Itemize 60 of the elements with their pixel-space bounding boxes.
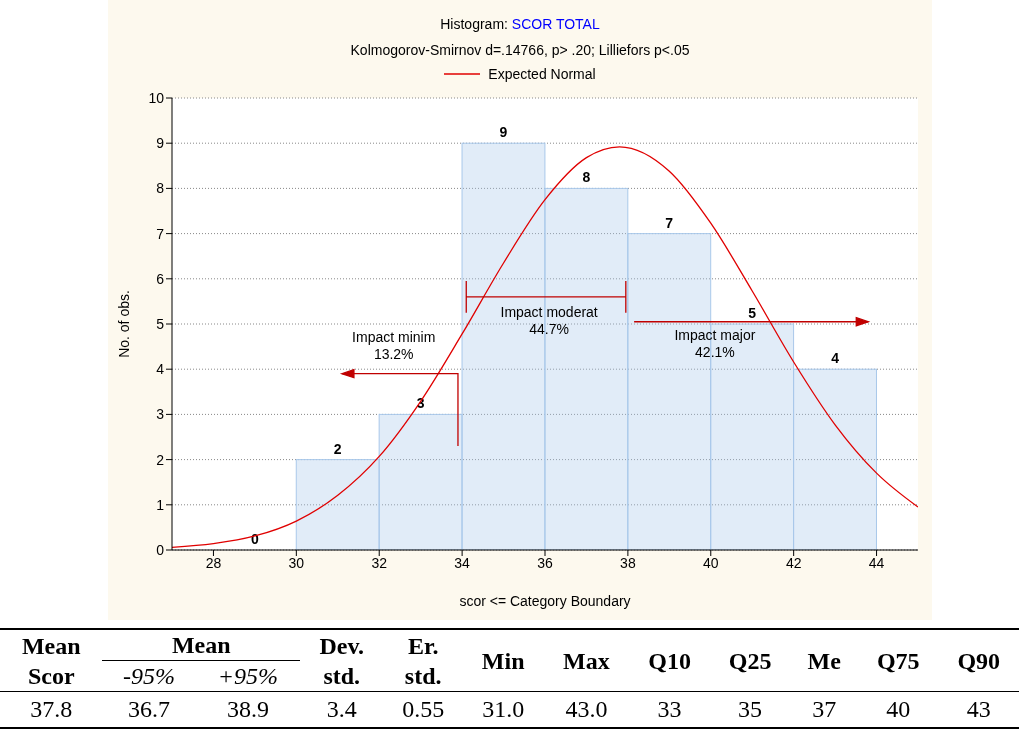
data-label: 9: [499, 124, 508, 141]
text: 37.8: [29, 695, 74, 724]
data-label: 8: [582, 169, 591, 186]
text: 43: [965, 695, 992, 724]
annotation: Impact moderat 44.7%: [500, 304, 598, 338]
x-tick-label: 32: [371, 554, 388, 571]
text: 38.9: [225, 695, 270, 724]
annotation: Impact minim 13.2%: [352, 329, 436, 363]
data-label: 0: [250, 531, 259, 547]
chart-title: Histogram: SCOR TOTAL: [439, 16, 601, 32]
y-tick-label: 9: [156, 135, 165, 152]
x-axis-title: scor <= Category Boundary: [459, 593, 631, 609]
text: Me: [806, 646, 842, 676]
text: 43.0: [564, 695, 609, 724]
y-tick-label: 8: [156, 180, 165, 197]
text: Max: [562, 646, 611, 676]
data-label: 5: [748, 305, 757, 321]
text: Mean: [102, 629, 301, 661]
text: Dev. std.: [318, 631, 366, 691]
text: Mean Scor: [20, 631, 82, 691]
text: 40: [885, 695, 912, 724]
y-tick-label: 0: [156, 541, 165, 558]
x-tick-label: 34: [454, 554, 471, 571]
x-tick-label: 28: [205, 554, 222, 571]
text: Q10: [647, 646, 692, 676]
text: -95%: [122, 662, 176, 691]
x-tick-label: 44: [868, 554, 885, 571]
y-tick-label: 7: [156, 225, 165, 242]
text: 35: [737, 695, 764, 724]
text: 37: [811, 695, 838, 724]
y-tick-label: 2: [156, 451, 165, 468]
text: 33: [656, 695, 683, 724]
text: 36.7: [127, 695, 172, 724]
text: Er. std.: [403, 631, 443, 691]
text: 0.55: [401, 695, 446, 724]
data-label: 7: [665, 214, 674, 231]
y-tick-label: 5: [156, 315, 165, 332]
data-label: 2: [333, 440, 342, 457]
x-tick-label: 38: [620, 554, 636, 571]
y-axis-title: No. of obs.: [115, 290, 132, 358]
x-tick-label: 40: [702, 554, 719, 571]
text: Q25: [727, 646, 773, 676]
y-tick-label: 1: [156, 496, 165, 513]
y-tick-label: 10: [148, 89, 165, 106]
text: Q75: [875, 646, 921, 676]
text: 31.0: [481, 695, 526, 724]
legend-label: Expected Normal: [487, 66, 596, 82]
chart-subtitle: Kolmogorov-Smirnov d=.14766, p> .20; Lilliefors p<.05: [349, 42, 691, 58]
y-tick-label: 3: [156, 406, 165, 423]
x-tick-label: 30: [288, 554, 305, 571]
text: Q90: [956, 646, 1002, 676]
data-label: 4: [831, 350, 840, 367]
text: 3.4: [325, 695, 358, 724]
y-tick-label: 4: [156, 361, 165, 378]
text: Min: [480, 646, 526, 676]
annotation: Impact major 42.1%: [674, 326, 756, 360]
x-tick-label: 42: [785, 554, 802, 571]
y-tick-label: 6: [156, 270, 165, 287]
text: +95%: [216, 662, 279, 691]
x-tick-label: 36: [537, 554, 553, 571]
